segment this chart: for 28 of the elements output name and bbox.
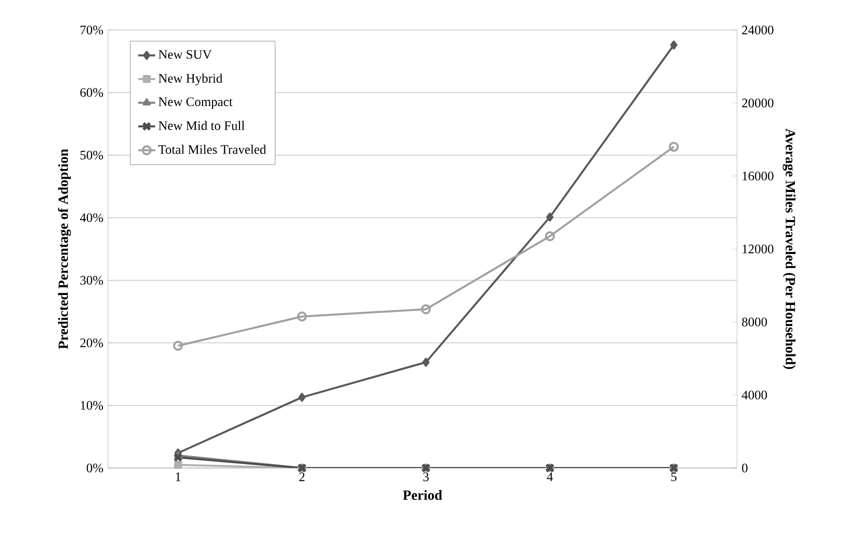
y-tick-label: 0%: [86, 464, 104, 472]
legend-label: New SUV: [158, 50, 212, 59]
y-tick-label: 20%: [80, 338, 104, 348]
y-tick-label: 60%: [80, 88, 104, 97]
y-tick-label: 70%: [80, 26, 104, 34]
y-tick-label: 50%: [80, 150, 104, 160]
x-tick-label: 3: [423, 472, 429, 482]
y2-tick-label: 16000: [742, 172, 774, 180]
y2-tick-label: 24000: [742, 26, 774, 34]
y2-tick-label: 20000: [742, 98, 774, 108]
x-tick-label: 1: [176, 472, 180, 482]
x-tick-label: 4: [546, 472, 553, 482]
y-axis-title: Predicted Percentage of Adoption: [58, 148, 71, 350]
y2-tick-label: 8000: [742, 318, 767, 326]
y-tick-label: 30%: [80, 276, 104, 285]
legend-label: New Mid to Full: [158, 120, 245, 130]
y2-tick-label: 12000: [742, 244, 774, 254]
y2-tick-label: 0: [742, 464, 748, 472]
y-tick-label: 10%: [80, 401, 104, 410]
x-tick-label: 5: [671, 472, 677, 482]
legend-label: New Compact: [158, 97, 233, 109]
x-tick-label: 2: [299, 472, 304, 482]
x-axis-title: Period: [402, 490, 442, 500]
legend-label: New Hybrid: [158, 74, 222, 86]
legend-label: Total Miles Traveled: [158, 144, 266, 154]
y2-axis-title: Average Miles Traveled (Per Household): [782, 128, 796, 369]
y2-tick-label: 4000: [742, 390, 767, 400]
y-tick-label: 40%: [80, 213, 104, 222]
